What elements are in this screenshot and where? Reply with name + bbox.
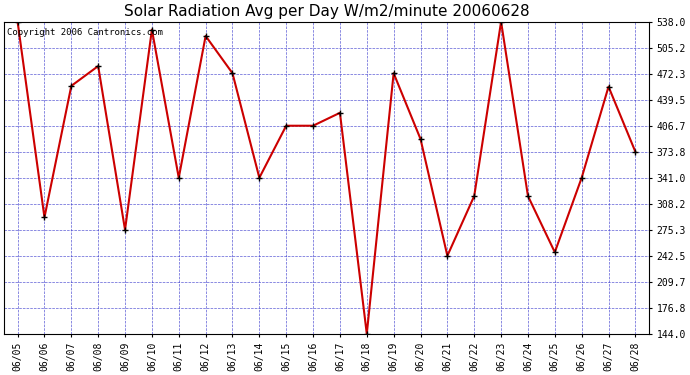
Title: Solar Radiation Avg per Day W/m2/minute 20060628: Solar Radiation Avg per Day W/m2/minute … xyxy=(124,4,529,19)
Text: Copyright 2006 Cantronics.com: Copyright 2006 Cantronics.com xyxy=(8,28,164,37)
